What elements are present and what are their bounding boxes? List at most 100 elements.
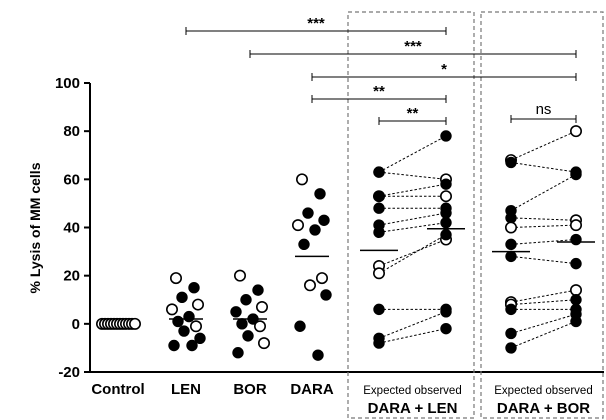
point-bor [254,320,267,333]
point-bor [240,294,252,306]
point-expected [373,226,385,239]
group-label: DARA + LEN [368,400,458,417]
axes: -20 0 20 40 60 80 100 [55,75,604,381]
data-points [96,125,582,361]
point-dara [318,214,330,226]
y-tick-label: 20 [63,268,80,285]
pair-connector [510,299,577,306]
point-observed [440,178,452,190]
point-expected [505,303,517,316]
point-observed [569,284,582,297]
point-expected [373,337,385,349]
point-dara [295,173,308,186]
pair-connector [510,239,577,245]
pair-connector [378,234,447,274]
point-expected [373,190,385,202]
point-observed [440,207,452,219]
point-bor [255,300,268,313]
point-len [186,339,198,352]
pair-connector [510,161,577,173]
point-observed [569,219,582,232]
point-dara [315,272,328,285]
group-box-2 [480,11,604,419]
category-label-control: Control [91,381,144,398]
pair-connector [510,174,577,212]
group-label: DARA + BOR [497,400,590,417]
point-expected [373,303,385,316]
point-observed [570,233,582,246]
category-label-bor: BOR [233,381,267,398]
point-bor [257,337,270,350]
significance-label: * [441,61,447,78]
significance-label: ** [407,105,419,122]
point-expected [505,327,517,340]
point-bor [247,313,259,325]
point-bor [234,269,247,282]
point-expected [505,250,517,263]
pair-connector [378,135,447,173]
point-bor [242,330,254,342]
y-tick-label: 0 [72,316,80,333]
category-labels: Control LEN BOR DARA Expected observed DARA +… [91,381,592,417]
pair-connector [510,320,577,349]
point-observed [570,315,582,328]
point-len [176,291,188,304]
significance-brackets: *********** ns [185,15,577,125]
pair-connector [378,328,447,344]
pair-connector [378,311,447,339]
pair-connector [378,212,447,226]
point-observed [440,130,452,142]
group-sublabel: Expected observed [363,385,461,397]
pair-connector [378,171,447,180]
point-bor [252,284,264,296]
category-label-dara: DARA [290,381,333,398]
group-sublabel: Expected observed [494,385,592,397]
point-len [192,298,205,311]
point-dara [314,188,326,200]
point-bor [236,318,248,330]
point-dara [309,224,321,236]
point-expected [373,202,385,214]
category-label-len: LEN [171,381,201,398]
point-expected [373,166,385,178]
group-box-1 [347,11,475,419]
point-observed [570,294,582,306]
pair-connector [510,217,577,221]
point-dara [320,289,332,301]
point-expected [372,267,385,280]
significance-label: ** [373,83,385,100]
point-control [129,317,142,330]
significance-label: *** [404,38,422,55]
point-dara [312,349,324,361]
point-len [190,320,203,333]
point-observed [440,229,452,241]
point-expected [505,156,517,169]
pair-connector [378,239,447,267]
paired-lines [378,130,577,349]
point-observed [570,168,582,181]
pair-connector [510,130,577,161]
point-observed [569,125,582,138]
y-tick-label: -20 [58,364,80,381]
point-expected [504,221,517,234]
point-observed [440,216,452,229]
pair-connector [378,183,447,197]
y-axis-label: % Lysis of MM cells [27,162,43,293]
group-boxes [347,11,604,419]
y-tick-label: 80 [63,123,80,140]
y-tick-label: 100 [55,75,80,92]
point-dara [303,279,316,292]
pair-connector [510,224,577,228]
point-len [178,325,190,337]
point-expected [505,342,517,354]
y-tick-label: 60 [63,171,80,188]
point-observed [440,306,452,318]
point-dara [298,238,310,251]
point-len [194,332,206,344]
significance-label: ns [536,101,552,118]
pair-connector [510,255,577,265]
significance-label: *** [307,15,325,32]
point-dara [302,207,314,219]
point-expected [505,238,517,251]
point-bor [230,306,242,318]
